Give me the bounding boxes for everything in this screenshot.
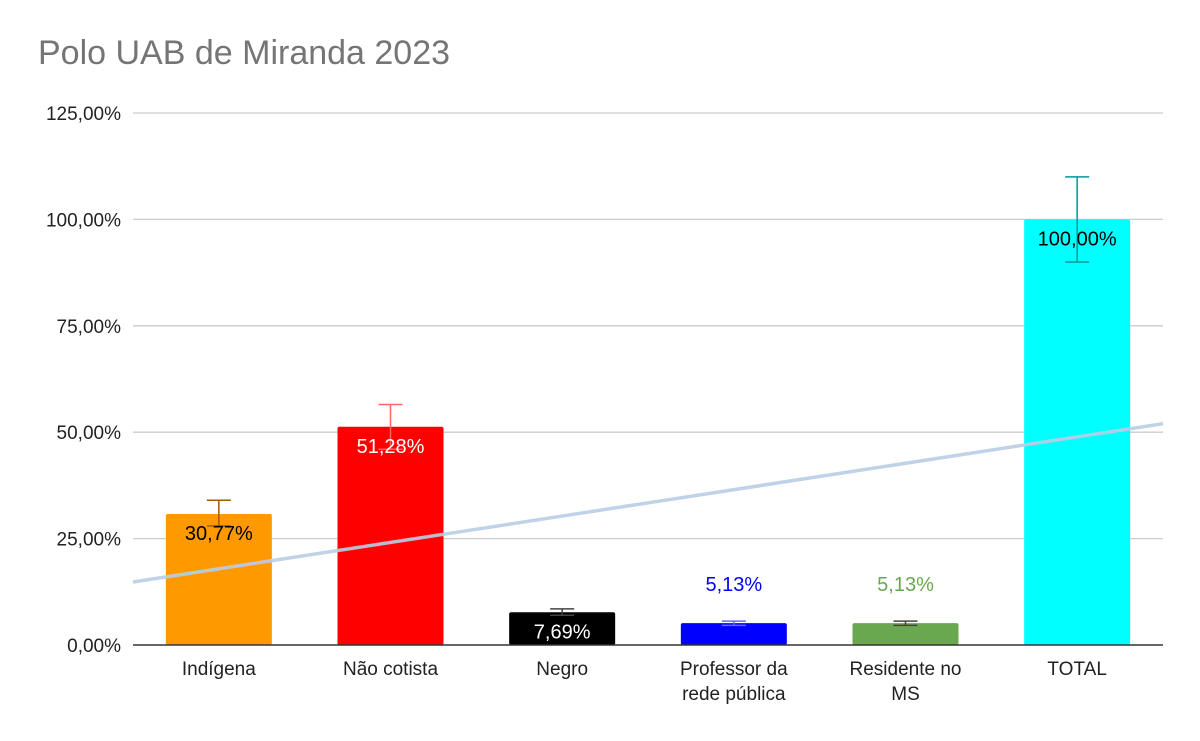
gridlines — [133, 112, 1163, 540]
data-labels: 30,77% 51,28% 7,69% 5,13% 5,13% 100,00% — [185, 228, 1117, 643]
bar — [1024, 219, 1131, 645]
x-tick-label: Negro — [536, 659, 588, 680]
trendline — [132, 421, 1164, 584]
x-tick-label: Professor da rede pública — [680, 659, 788, 705]
chart-title: Polo UAB de Miranda 2023 — [38, 34, 451, 72]
x-tick-label: Não cotista — [343, 659, 438, 680]
axes: 0,00% 25,00% 50,00% 75,00% 100,00% 125,00% Ind… — [46, 104, 1163, 705]
x-tick-label: TOTAL — [1047, 659, 1106, 680]
y-tick-label: 100,00% — [46, 210, 121, 231]
error-bar — [893, 620, 918, 627]
y-tick-label: 75,00% — [57, 317, 122, 338]
bar — [165, 514, 272, 645]
data-label: 100,00% — [1038, 228, 1117, 250]
data-label: 5,13% — [877, 574, 934, 596]
data-label: 30,77% — [185, 523, 253, 545]
bar — [680, 623, 787, 645]
data-label: 5,13% — [705, 574, 762, 596]
y-tick-label: 125,00% — [46, 104, 121, 125]
error-bar — [550, 608, 575, 616]
bars — [165, 219, 1131, 645]
data-label: 51,28% — [357, 436, 425, 458]
x-tick-label: Indígena — [182, 659, 256, 680]
error-bar — [206, 499, 231, 527]
bar — [509, 612, 616, 645]
y-tick-label: 50,00% — [57, 423, 122, 444]
x-tick-label: Residente no MS — [850, 659, 962, 705]
trendline-layer — [132, 421, 1164, 584]
bar — [852, 623, 959, 645]
y-tick-label: 0,00% — [67, 636, 121, 657]
y-tick-label: 25,00% — [57, 530, 122, 551]
error-bar — [1065, 176, 1090, 263]
error-bars — [206, 176, 1090, 627]
bar — [337, 426, 444, 645]
error-bar — [378, 403, 403, 450]
error-bar — [721, 620, 746, 627]
data-label: 7,69% — [534, 621, 591, 643]
